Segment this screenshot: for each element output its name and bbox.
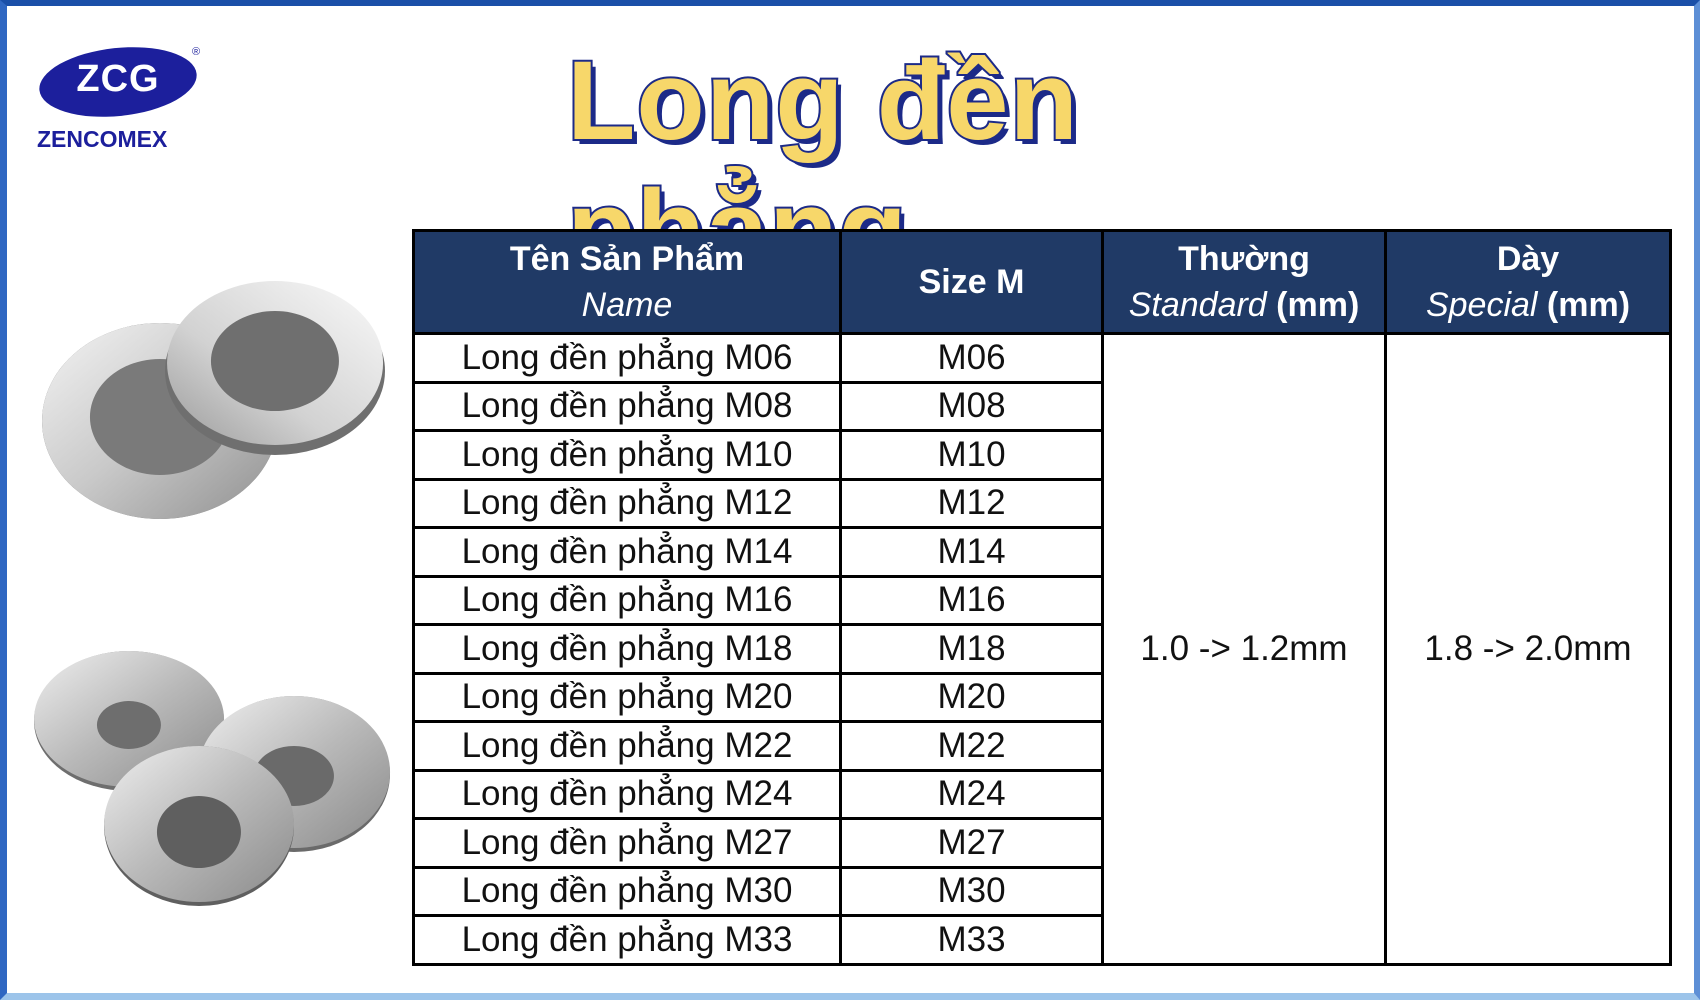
cell-product-name: Long đền phẳng M22: [412, 720, 842, 772]
header-standard: Thường Standard (mm): [1101, 229, 1387, 335]
cell-product-name: Long đền phẳng M18: [412, 623, 842, 675]
table-row: Long đền phẳng M20 M20: [412, 671, 1671, 723]
cell-size: M30: [839, 865, 1104, 917]
header-special-sub: Special: [1425, 286, 1538, 324]
logo-brand: ZCG: [76, 58, 160, 100]
table-row: Long đền phẳng M24 M24: [412, 768, 1671, 820]
header-name-main: Tên Sản Phẩm: [509, 240, 745, 278]
washer-group-image: [34, 651, 391, 906]
table-row: Long đền phẳng M10 M10: [412, 429, 1671, 481]
table-row: Long đền phẳng M27 M27: [412, 817, 1671, 869]
header-special-main: Dày: [1496, 240, 1560, 278]
header-size-main: Size M: [918, 263, 1025, 301]
cell-product-name: Long đền phẳng M16: [412, 574, 842, 626]
table-row: Long đền phẳng M18 M18: [412, 623, 1671, 675]
header-name-sub: Name: [581, 286, 673, 324]
cell-size: M22: [839, 720, 1104, 772]
washer-front: [165, 281, 385, 455]
header-standard-sub: Standard: [1128, 286, 1267, 324]
header-standard-unit: (mm): [1276, 286, 1360, 324]
cell-size: M12: [839, 477, 1104, 529]
cell-product-name: Long đền phẳng M10: [412, 429, 842, 481]
table-row: Long đền phẳng M06 M06 1.0 -> 1.2mm 1.8 …: [412, 332, 1672, 966]
cell-product-name: Long đền phẳng M27: [412, 817, 842, 869]
logo-company-name: ZENCOMEX: [37, 126, 168, 152]
cell-size: M06: [839, 332, 1104, 384]
cell-product-name: Long đền phẳng M33: [412, 914, 842, 966]
header-name: Tên Sản Phẩm Name: [412, 229, 842, 335]
cell-size: M20: [839, 671, 1104, 723]
cell-size: M14: [839, 526, 1104, 578]
header-special: Dày Special (mm): [1384, 229, 1672, 335]
cell-product-name: Long đền phẳng M08: [412, 380, 842, 432]
table-row: Long đền phẳng M14 M14: [412, 526, 1671, 578]
cell-size: M24: [839, 768, 1104, 820]
table-row: Long đền phẳng M16 M16: [412, 574, 1671, 626]
washer-bottom: [104, 746, 295, 906]
header-standard-main: Thường: [1178, 240, 1310, 278]
cell-size: M16: [839, 574, 1104, 626]
cell-product-name: Long đền phẳng M14: [412, 526, 842, 578]
table-header-row: Tên Sản Phẩm Name Size M Thường Standard…: [412, 229, 1672, 335]
logo-registered-mark: ®: [192, 46, 201, 58]
cell-size: M08: [839, 380, 1104, 432]
cell-product-name: Long đền phẳng M20: [412, 671, 842, 723]
cell-size: M10: [839, 429, 1104, 481]
cell-size: M27: [839, 817, 1104, 869]
cell-product-name: Long đền phẳng M12: [412, 477, 842, 529]
header-size: Size M: [839, 229, 1104, 335]
cell-product-name: Long đền phẳng M24: [412, 768, 842, 820]
cell-product-name: Long đền phẳng M06: [412, 332, 842, 384]
washer-pair-image: [42, 281, 385, 519]
table-row: Long đền phẳng M30 M30: [412, 865, 1671, 917]
cell-size: M18: [839, 623, 1104, 675]
table-row: Long đền phẳng M12 M12: [412, 477, 1671, 529]
table-row: Long đền phẳng M08 M08: [412, 380, 1671, 432]
header-special-unit: (mm): [1546, 286, 1631, 324]
table-row: Long đền phẳng M33 M33: [412, 914, 1671, 966]
washer-spec-table: Tên Sản Phẩm Name Size M Thường Standard…: [412, 229, 1672, 966]
cell-size: M33: [839, 914, 1104, 966]
cell-special-thickness: 1.8 -> 2.0mm: [1384, 332, 1672, 966]
cell-standard-thickness: 1.0 -> 1.2mm: [1101, 332, 1387, 966]
page-title: Long đền phẳng: [565, 36, 1080, 294]
cell-product-name: Long đền phẳng M30: [412, 865, 842, 917]
table-row: Long đền phẳng M22 M22: [412, 720, 1671, 772]
company-logo: ZCG ® ZENCOMEX: [35, 39, 207, 158]
